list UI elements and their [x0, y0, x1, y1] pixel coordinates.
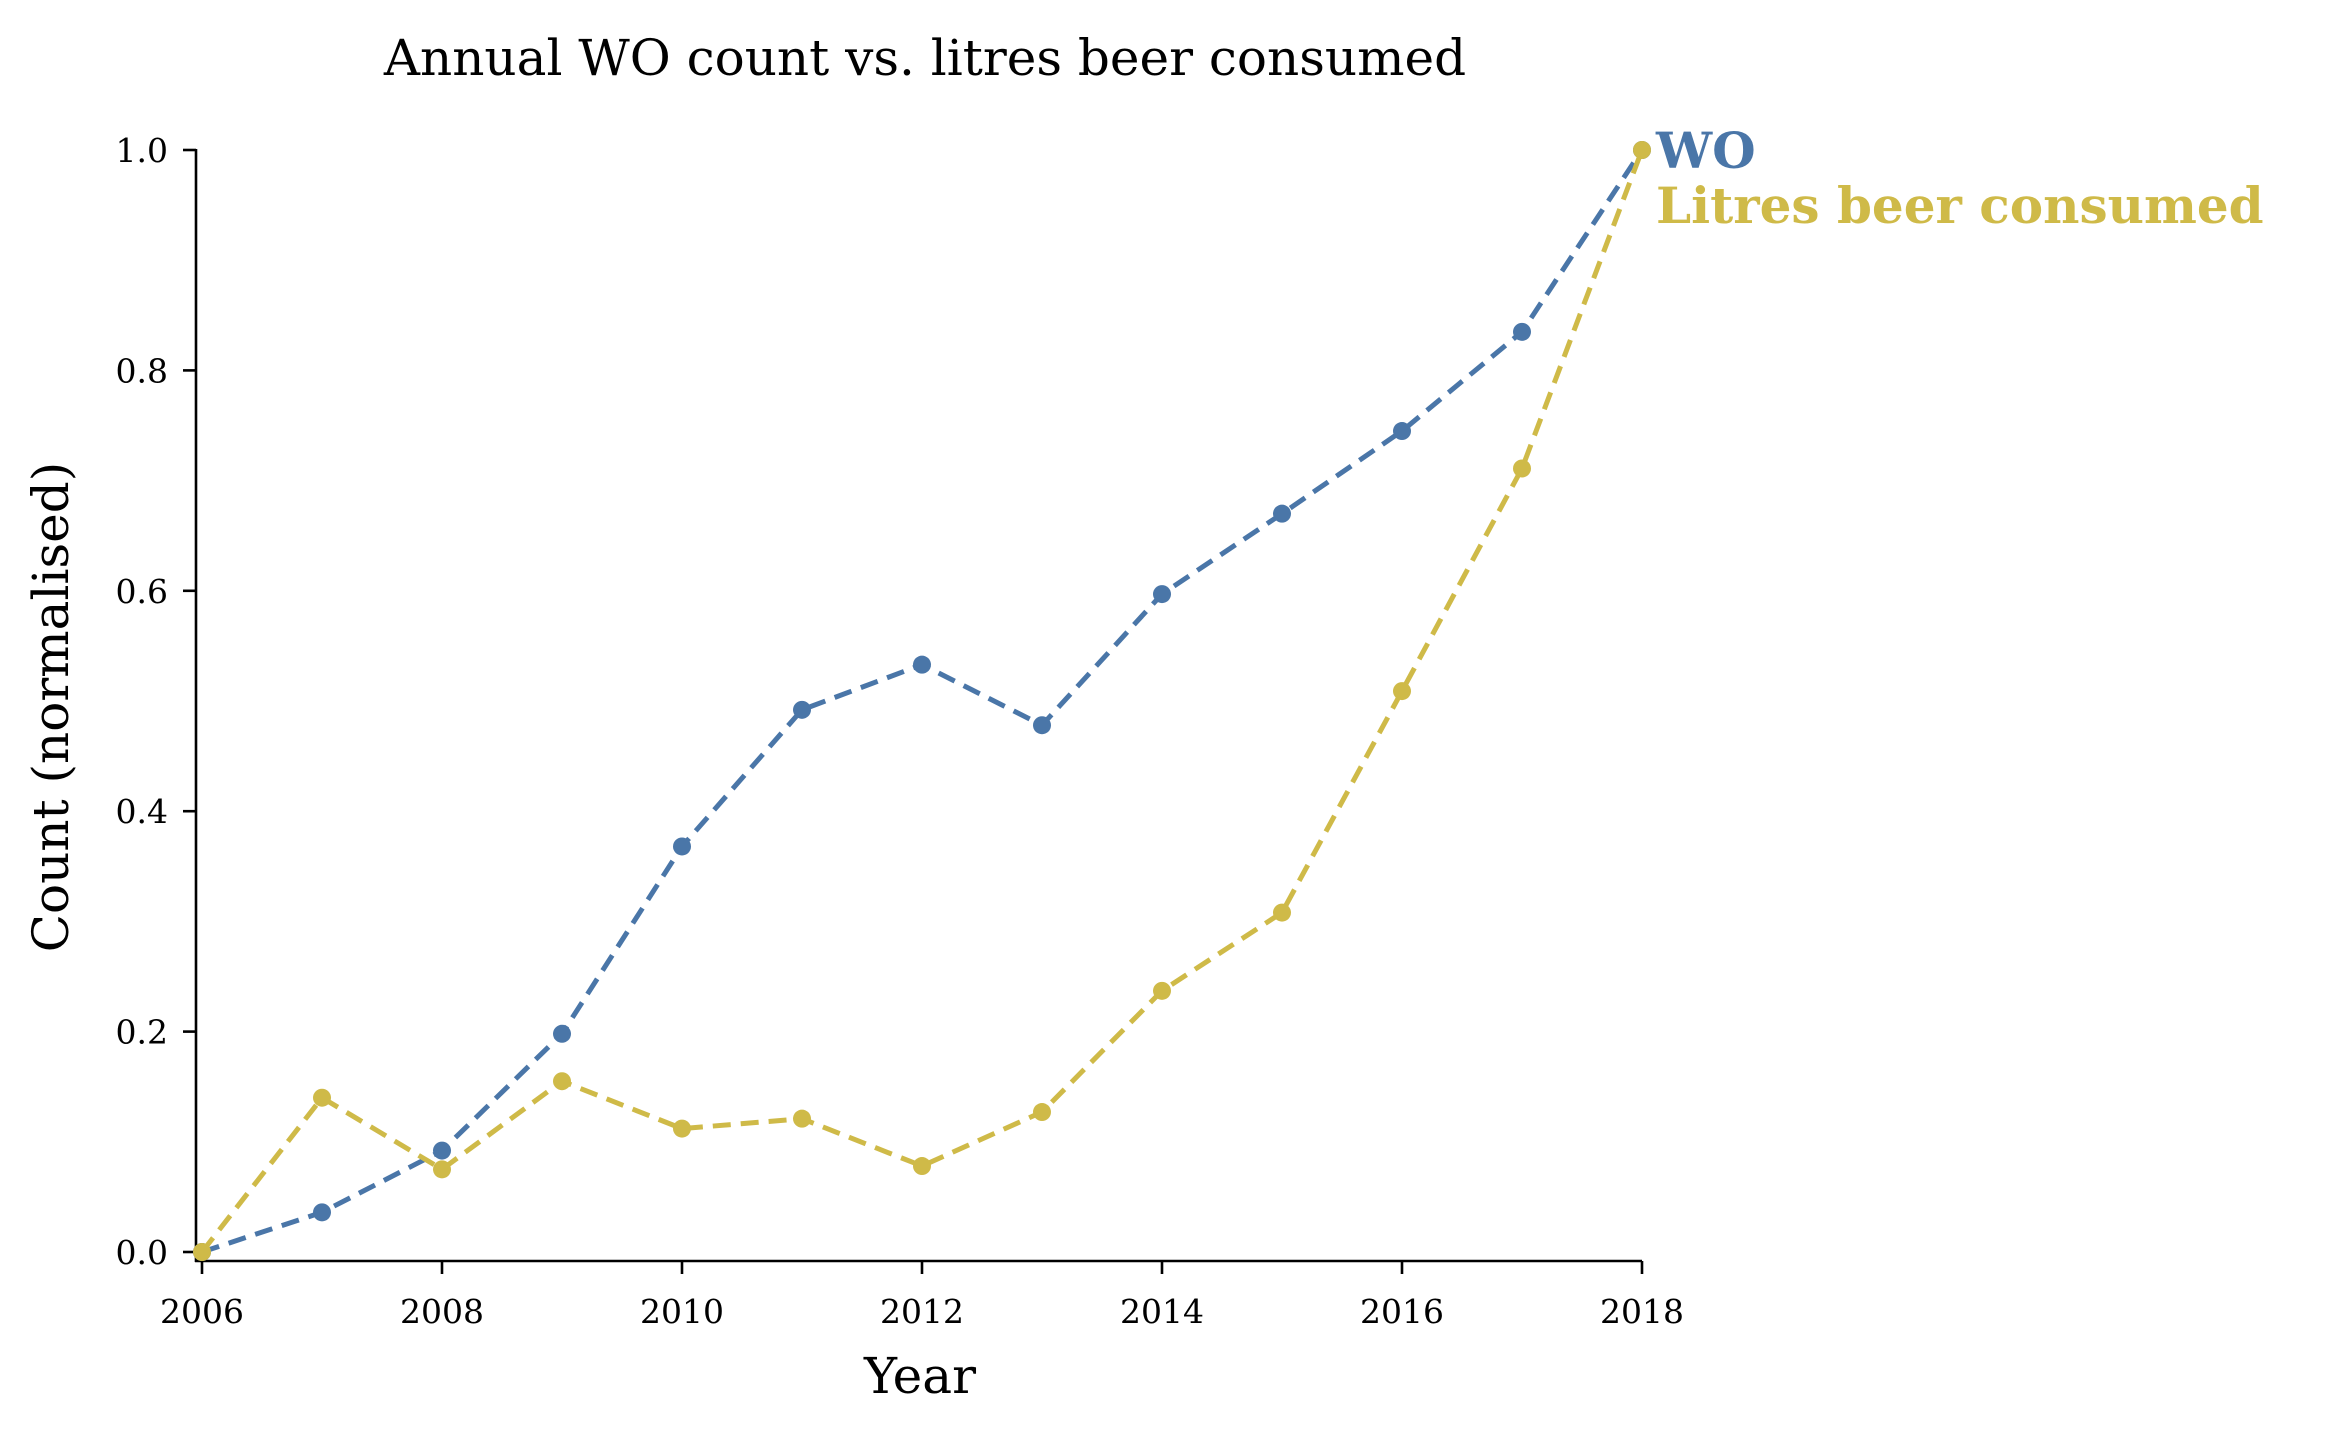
data-point [1153, 585, 1171, 604]
x-tick-label: 2008 [400, 1292, 484, 1331]
y-ticks: 0.0 0.2 0.4 0.6 0.8 1.0 [116, 131, 196, 1272]
series-wo [193, 141, 1651, 1261]
x-tick-label: 2006 [160, 1292, 244, 1331]
data-point [553, 1024, 571, 1043]
data-point [1033, 716, 1051, 735]
data-point [913, 1157, 931, 1176]
x-tick-label: 2014 [1120, 1292, 1204, 1331]
data-point [673, 837, 691, 856]
x-ticks: 2006 2008 2010 2012 2014 2016 2018 [160, 1261, 1684, 1331]
y-tick-label: 1.0 [116, 131, 168, 170]
series-label: Litres beer consumed [1656, 176, 2264, 235]
x-tick-label: 2016 [1360, 1292, 1444, 1331]
data-point [313, 1203, 331, 1222]
data-point [1153, 981, 1171, 1000]
series-line [200, 149, 1645, 1254]
y-tick-label: 0.4 [116, 792, 168, 831]
y-tick-label: 0.8 [116, 351, 168, 390]
x-tick-label: 2010 [640, 1292, 724, 1331]
series-group [193, 141, 1651, 1261]
series-litres-beer [193, 141, 1651, 1261]
y-axis-title: Count (normalised) [22, 462, 80, 952]
data-point [193, 1243, 211, 1261]
data-point [1273, 903, 1291, 922]
chart-title: Annual WO count vs. litres beer consumed [383, 29, 1466, 87]
data-point [1393, 422, 1411, 441]
data-point [553, 1072, 571, 1091]
data-point [433, 1160, 451, 1179]
axes: 2006 2008 2010 2012 2014 2016 2018 0.00.20.40.… [116, 131, 1684, 1331]
data-point [313, 1088, 331, 1107]
y-tick-label: 0.0 [116, 1233, 168, 1272]
data-point [1633, 141, 1651, 159]
y-tick-label: 0.6 [116, 572, 168, 611]
data-point [1033, 1103, 1051, 1122]
data-point [433, 1141, 451, 1160]
series-line [201, 148, 1645, 1255]
x-axis-title: Year [863, 1347, 976, 1405]
x-tick-label: 2018 [1600, 1292, 1684, 1331]
data-point [1273, 504, 1291, 523]
data-point [1513, 459, 1531, 478]
data-point [793, 700, 811, 719]
data-point [793, 1109, 811, 1128]
data-point [1393, 682, 1411, 701]
data-point [913, 655, 931, 674]
data-point [1513, 322, 1531, 341]
series-label: WO [1655, 121, 1756, 180]
y-tick-label: 0.2 [116, 1013, 168, 1052]
data-point [673, 1119, 691, 1138]
x-tick-label: 2012 [880, 1292, 964, 1331]
